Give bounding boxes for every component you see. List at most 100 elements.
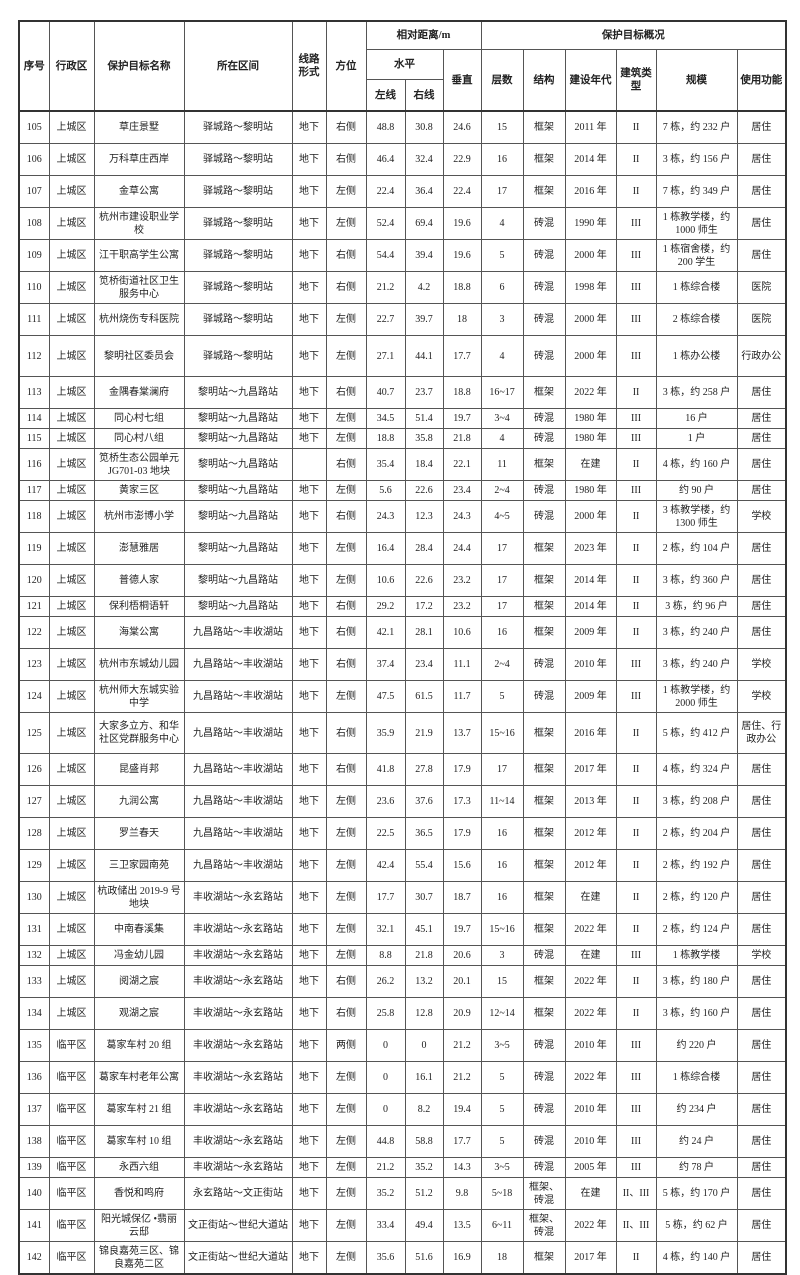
cell-section: 黎明站～九昌路站 xyxy=(183,480,293,501)
cell-scale: 2 栋，约 104 户 xyxy=(655,532,738,565)
cell-use: 居住 xyxy=(736,110,787,144)
cell-type: II xyxy=(615,997,657,1030)
cell-right: 27.8 xyxy=(404,753,444,786)
cell-district: 上城区 xyxy=(48,239,95,272)
cell-name: 观湖之宸 xyxy=(93,997,185,1030)
cell-district: 临平区 xyxy=(48,1209,95,1242)
cell-use: 居住 xyxy=(736,785,787,818)
cell-name: 三卫家园南苑 xyxy=(93,849,185,882)
cell-structure: 砖混 xyxy=(522,271,566,304)
cell-floors: 3 xyxy=(480,303,524,336)
cell-scale: 2 栋综合楼 xyxy=(655,303,738,336)
table-body: 105 上城区 草庄景墅 驿城路～黎明站 地下 右侧 48.8 30.8 24.6 15 框架 201… xyxy=(18,110,787,1275)
cell-district: 上城区 xyxy=(48,564,95,597)
cell-district: 上城区 xyxy=(48,376,95,409)
header-side: 方位 xyxy=(325,20,367,112)
cell-structure: 砖混 xyxy=(522,1157,566,1178)
cell-section: 驿城路～黎明站 xyxy=(183,271,293,304)
cell-name: 普德人家 xyxy=(93,564,185,597)
cell-use: 学校 xyxy=(736,680,787,713)
cell-right: 18.4 xyxy=(404,448,444,481)
cell-left: 17.7 xyxy=(365,881,406,914)
cell-scale: 7 栋，约 349 户 xyxy=(655,175,738,208)
cell-year: 2011 年 xyxy=(564,110,617,144)
cell-structure: 框架、砖混 xyxy=(522,1177,566,1210)
cell-side: 左侧 xyxy=(325,207,367,240)
cell-vertical: 23.2 xyxy=(442,596,482,617)
table-row: 121 上城区 保利梧桐语轩 黎明站～九昌路站 地下 右侧 29.2 17.2 23.2 17 框架… xyxy=(18,596,787,617)
cell-form: 地下 xyxy=(291,997,327,1030)
cell-use: 居住 xyxy=(736,1241,787,1275)
cell-scale: 1 栋综合楼 xyxy=(655,271,738,304)
cell-side: 左侧 xyxy=(325,1061,367,1094)
cell-side: 左侧 xyxy=(325,480,367,501)
cell-no: 128 xyxy=(18,817,50,850)
cell-vertical: 17.9 xyxy=(442,817,482,850)
cell-district: 上城区 xyxy=(48,881,95,914)
table-row: 137 临平区 葛家车村 21 组丰收湖站～永玄路站 地下 左侧 0 8.2 19.4 5 砖混 2… xyxy=(18,1093,787,1126)
cell-side: 左侧 xyxy=(325,945,367,966)
cell-scale: 2 栋，约 120 户 xyxy=(655,881,738,914)
cell-section: 驿城路～黎明站 xyxy=(183,335,293,377)
cell-vertical: 22.9 xyxy=(442,143,482,176)
cell-type: II xyxy=(615,175,657,208)
cell-floors: 5 xyxy=(480,1093,524,1126)
cell-form: 地下 xyxy=(291,564,327,597)
cell-use: 居住 xyxy=(736,1061,787,1094)
cell-district: 上城区 xyxy=(48,997,95,1030)
table-row: 114 上城区 同心村七组 黎明站～九昌路站 地下 左侧 34.5 51.4 19.7 3~4 砖混… xyxy=(18,408,787,429)
cell-left: 0 xyxy=(365,1029,406,1062)
cell-form: 地下 xyxy=(291,1061,327,1094)
cell-no: 121 xyxy=(18,596,50,617)
cell-form: 地下 xyxy=(291,428,327,449)
cell-right: 36.4 xyxy=(404,175,444,208)
cell-district: 临平区 xyxy=(48,1029,95,1062)
cell-district: 上城区 xyxy=(48,680,95,713)
cell-district: 上城区 xyxy=(48,945,95,966)
cell-right: 35.2 xyxy=(404,1157,444,1178)
cell-year: 2010 年 xyxy=(564,1029,617,1062)
cell-structure: 砖混 xyxy=(522,945,566,966)
cell-side: 左侧 xyxy=(325,1241,367,1275)
cell-structure: 砖混 xyxy=(522,480,566,501)
cell-name: 杭州师大东城实验中学 xyxy=(93,680,185,713)
cell-year: 2017 年 xyxy=(564,753,617,786)
cell-structure: 框架 xyxy=(522,532,566,565)
cell-name: 锦良嘉苑三区、锦良嘉苑二区 xyxy=(93,1241,185,1275)
cell-use: 居住 xyxy=(736,207,787,240)
cell-type: II xyxy=(615,817,657,850)
cell-floors: 12~14 xyxy=(480,997,524,1030)
cell-right: 39.4 xyxy=(404,239,444,272)
cell-year: 2022 年 xyxy=(564,965,617,998)
cell-section: 黎明站～九昌路站 xyxy=(183,596,293,617)
cell-vertical: 20.6 xyxy=(442,945,482,966)
cell-district: 上城区 xyxy=(48,596,95,617)
cell-section: 丰收湖站～永玄路站 xyxy=(183,1029,293,1062)
cell-no: 131 xyxy=(18,913,50,946)
table-row: 122 上城区 海棠公寓 九昌路站～丰收湖站 地下 右侧 42.1 28.1 10.6 16 框架 2… xyxy=(18,616,787,649)
cell-floors: 17 xyxy=(480,175,524,208)
cell-structure: 砖混 xyxy=(522,335,566,377)
cell-right: 13.2 xyxy=(404,965,444,998)
cell-form: 地下 xyxy=(291,849,327,882)
cell-no: 120 xyxy=(18,564,50,597)
cell-structure: 砖混 xyxy=(522,408,566,429)
cell-year: 2014 年 xyxy=(564,143,617,176)
cell-structure: 框架 xyxy=(522,175,566,208)
cell-name: 葛家车村 21 组 xyxy=(93,1093,185,1126)
header-right: 右线 xyxy=(404,79,444,112)
cell-year: 1980 年 xyxy=(564,408,617,429)
cell-district: 上城区 xyxy=(48,500,95,533)
cell-right: 58.8 xyxy=(404,1125,444,1158)
cell-use: 居住 xyxy=(736,480,787,501)
cell-type: II xyxy=(615,564,657,597)
cell-form: 地下 xyxy=(291,1177,327,1210)
cell-use: 行政办公 xyxy=(736,335,787,377)
table-row: 117 上城区 黄家三区 黎明站～九昌路站 地下 左侧 5.6 22.6 23.4 2~4 砖混 19… xyxy=(18,480,787,501)
cell-type: III xyxy=(615,1029,657,1062)
cell-year: 1990 年 xyxy=(564,207,617,240)
cell-floors: 18 xyxy=(480,1241,524,1275)
cell-side: 左侧 xyxy=(325,785,367,818)
cell-vertical: 16.9 xyxy=(442,1241,482,1275)
cell-right: 51.6 xyxy=(404,1241,444,1275)
